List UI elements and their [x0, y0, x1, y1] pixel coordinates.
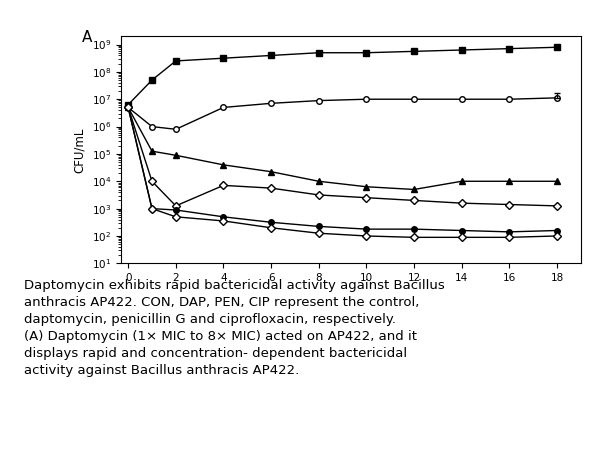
CON [363, 50, 370, 55]
CON [267, 53, 275, 58]
DAP4×MIC [172, 203, 180, 208]
DAP2×MIC [315, 178, 322, 184]
DAP5×MIC [506, 229, 513, 235]
DAP1×MIC [172, 127, 180, 132]
Text: Daptomycin exhibits rapid bactericidal activity against Bacillus
anthracis AP422: Daptomycin exhibits rapid bactericidal a… [24, 279, 445, 377]
Line: DAP8×MIC: DAP8×MIC [125, 105, 560, 240]
DAP2×MIC [267, 169, 275, 174]
DAP5×MIC [125, 105, 132, 110]
DAP5×MIC [554, 228, 561, 233]
Line: DAP2×MIC: DAP2×MIC [125, 105, 560, 192]
DAP1×MIC [554, 95, 561, 101]
DAP8×MIC [458, 235, 465, 240]
DAP4×MIC [554, 203, 561, 208]
CON [148, 77, 155, 83]
DAP5×MIC [315, 224, 322, 229]
DAP5×MIC [363, 227, 370, 232]
DAP1×MIC [458, 97, 465, 102]
DAP8×MIC [172, 214, 180, 220]
CON [458, 47, 465, 53]
DAP4×MIC [315, 192, 322, 197]
DAP2×MIC [363, 184, 370, 189]
DAP5×MIC [267, 220, 275, 225]
DAP8×MIC [554, 233, 561, 239]
DAP8×MIC [148, 206, 155, 212]
CON [315, 50, 322, 55]
Text: A: A [82, 30, 92, 44]
DAP5×MIC [220, 214, 227, 220]
CON [220, 55, 227, 61]
DAP1×MIC [506, 97, 513, 102]
DAP5×MIC [410, 227, 417, 232]
DAP1×MIC [220, 105, 227, 110]
DAP5×MIC [172, 207, 180, 213]
DAP8×MIC [125, 105, 132, 110]
DAP1×MIC [148, 124, 155, 129]
Line: DAP5×MIC: DAP5×MIC [125, 105, 560, 235]
DAP4×MIC [148, 178, 155, 184]
DAP2×MIC [172, 153, 180, 158]
DAP1×MIC [267, 101, 275, 106]
DAP4×MIC [506, 202, 513, 207]
Line: DAP1×MIC: DAP1×MIC [125, 95, 560, 132]
CON [172, 58, 180, 64]
DAP5×MIC [458, 228, 465, 233]
DAP8×MIC [410, 235, 417, 240]
DAP2×MIC [148, 148, 155, 154]
DAP8×MIC [506, 235, 513, 240]
Y-axis label: CFU/mL: CFU/mL [73, 127, 87, 173]
Line: DAP4×MIC: DAP4×MIC [125, 105, 560, 209]
DAP2×MIC [554, 178, 561, 184]
DAP2×MIC [506, 178, 513, 184]
DAP2×MIC [125, 105, 132, 110]
DAP8×MIC [315, 231, 322, 236]
DAP4×MIC [363, 195, 370, 200]
DAP1×MIC [410, 97, 417, 102]
DAP1×MIC [315, 98, 322, 104]
DAP2×MIC [220, 162, 227, 168]
DAP1×MIC [363, 97, 370, 102]
DAP4×MIC [458, 200, 465, 206]
DAP4×MIC [220, 183, 227, 188]
DAP8×MIC [363, 233, 370, 239]
DAP8×MIC [220, 218, 227, 224]
DAP5×MIC [148, 206, 155, 212]
DAP2×MIC [458, 178, 465, 184]
DAP4×MIC [125, 105, 132, 110]
CON [506, 46, 513, 51]
Line: CON: CON [125, 44, 560, 108]
CON [410, 49, 417, 54]
CON [125, 102, 132, 108]
DAP4×MIC [410, 197, 417, 203]
DAP2×MIC [410, 187, 417, 192]
DAP4×MIC [267, 185, 275, 191]
CON [554, 44, 561, 50]
DAP1×MIC [125, 105, 132, 110]
DAP8×MIC [267, 225, 275, 231]
